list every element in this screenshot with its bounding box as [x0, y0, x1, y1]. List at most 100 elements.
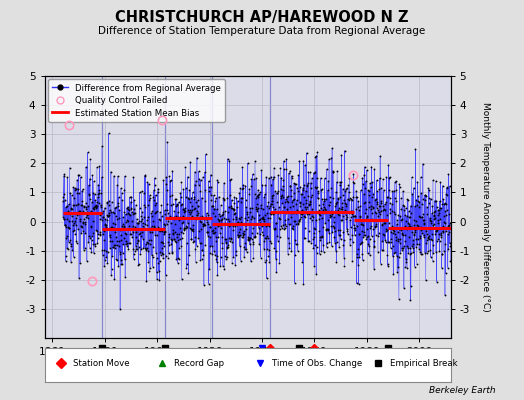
- Point: [300, 212, 308, 219]
- Point: [150, 182, 159, 188]
- Point: [404, 250, 412, 256]
- Point: [107, 272, 115, 278]
- Point: [432, 278, 441, 285]
- Point: [387, 229, 396, 235]
- Point: [423, 231, 432, 237]
- Point: [277, 195, 285, 201]
- Point: [74, 201, 82, 208]
- Point: [244, 236, 252, 243]
- Point: [151, 202, 159, 208]
- Point: [270, 244, 279, 251]
- Point: [146, 265, 155, 272]
- Point: [410, 184, 418, 191]
- Point: [197, 226, 205, 232]
- Point: [243, 248, 251, 255]
- Point: [89, 241, 97, 247]
- Point: [423, 237, 431, 244]
- Point: [244, 160, 252, 166]
- Point: [258, 215, 266, 222]
- Point: [250, 215, 258, 222]
- Point: [125, 223, 134, 229]
- Point: [190, 181, 199, 188]
- Point: [200, 198, 209, 204]
- Point: [163, 238, 172, 245]
- Point: [107, 209, 115, 215]
- Point: [282, 156, 290, 162]
- Point: [257, 202, 265, 209]
- Point: [250, 221, 259, 228]
- Point: [379, 207, 387, 214]
- Point: [372, 210, 380, 216]
- Point: [177, 243, 185, 249]
- Point: [334, 232, 343, 238]
- Point: [420, 220, 429, 227]
- Point: [214, 216, 222, 222]
- Point: [140, 245, 149, 251]
- Point: [90, 204, 99, 210]
- Point: [216, 222, 224, 228]
- Point: [222, 236, 231, 242]
- Point: [272, 269, 280, 276]
- Point: [413, 241, 421, 248]
- Point: [237, 199, 245, 205]
- Point: [389, 271, 397, 277]
- Point: [92, 227, 100, 234]
- Point: [209, 227, 217, 233]
- Point: [370, 166, 378, 172]
- Point: [265, 247, 274, 254]
- Point: [266, 200, 275, 207]
- Point: [352, 206, 360, 212]
- Point: [159, 239, 167, 246]
- Point: [384, 262, 392, 269]
- Point: [333, 226, 342, 233]
- Point: [256, 220, 264, 226]
- Point: [381, 220, 389, 226]
- Point: [332, 258, 341, 265]
- Point: [311, 226, 320, 232]
- Point: [209, 210, 217, 216]
- Point: [280, 226, 288, 232]
- Point: [368, 210, 376, 217]
- Point: [259, 206, 267, 212]
- Point: [311, 184, 319, 190]
- Point: [356, 241, 365, 247]
- Point: [304, 238, 313, 244]
- Point: [194, 168, 203, 175]
- Point: [76, 259, 84, 266]
- Point: [312, 271, 320, 277]
- Point: [424, 195, 433, 201]
- Point: [415, 246, 423, 252]
- Point: [96, 203, 105, 210]
- Point: [303, 182, 312, 188]
- Point: [273, 198, 281, 205]
- Point: [382, 199, 390, 206]
- Point: [287, 210, 295, 216]
- Point: [365, 204, 373, 210]
- Point: [157, 238, 165, 245]
- Point: [98, 143, 106, 149]
- Point: [445, 222, 453, 228]
- Point: [198, 247, 206, 253]
- Point: [413, 178, 422, 185]
- Point: [116, 251, 125, 257]
- Point: [435, 198, 444, 204]
- Point: [339, 228, 347, 235]
- Point: [70, 220, 78, 226]
- Point: [137, 246, 146, 252]
- Point: [246, 205, 255, 212]
- Point: [272, 220, 280, 227]
- Point: [178, 276, 186, 282]
- Point: [132, 234, 140, 240]
- Point: [205, 184, 213, 190]
- Point: [93, 228, 101, 234]
- Point: [360, 172, 368, 178]
- Point: [443, 223, 452, 229]
- Point: [287, 248, 296, 254]
- Point: [173, 260, 182, 266]
- Point: [140, 190, 148, 196]
- Point: [428, 210, 436, 217]
- Point: [277, 223, 285, 230]
- Point: [237, 258, 245, 264]
- Point: [127, 205, 135, 212]
- Point: [346, 235, 354, 242]
